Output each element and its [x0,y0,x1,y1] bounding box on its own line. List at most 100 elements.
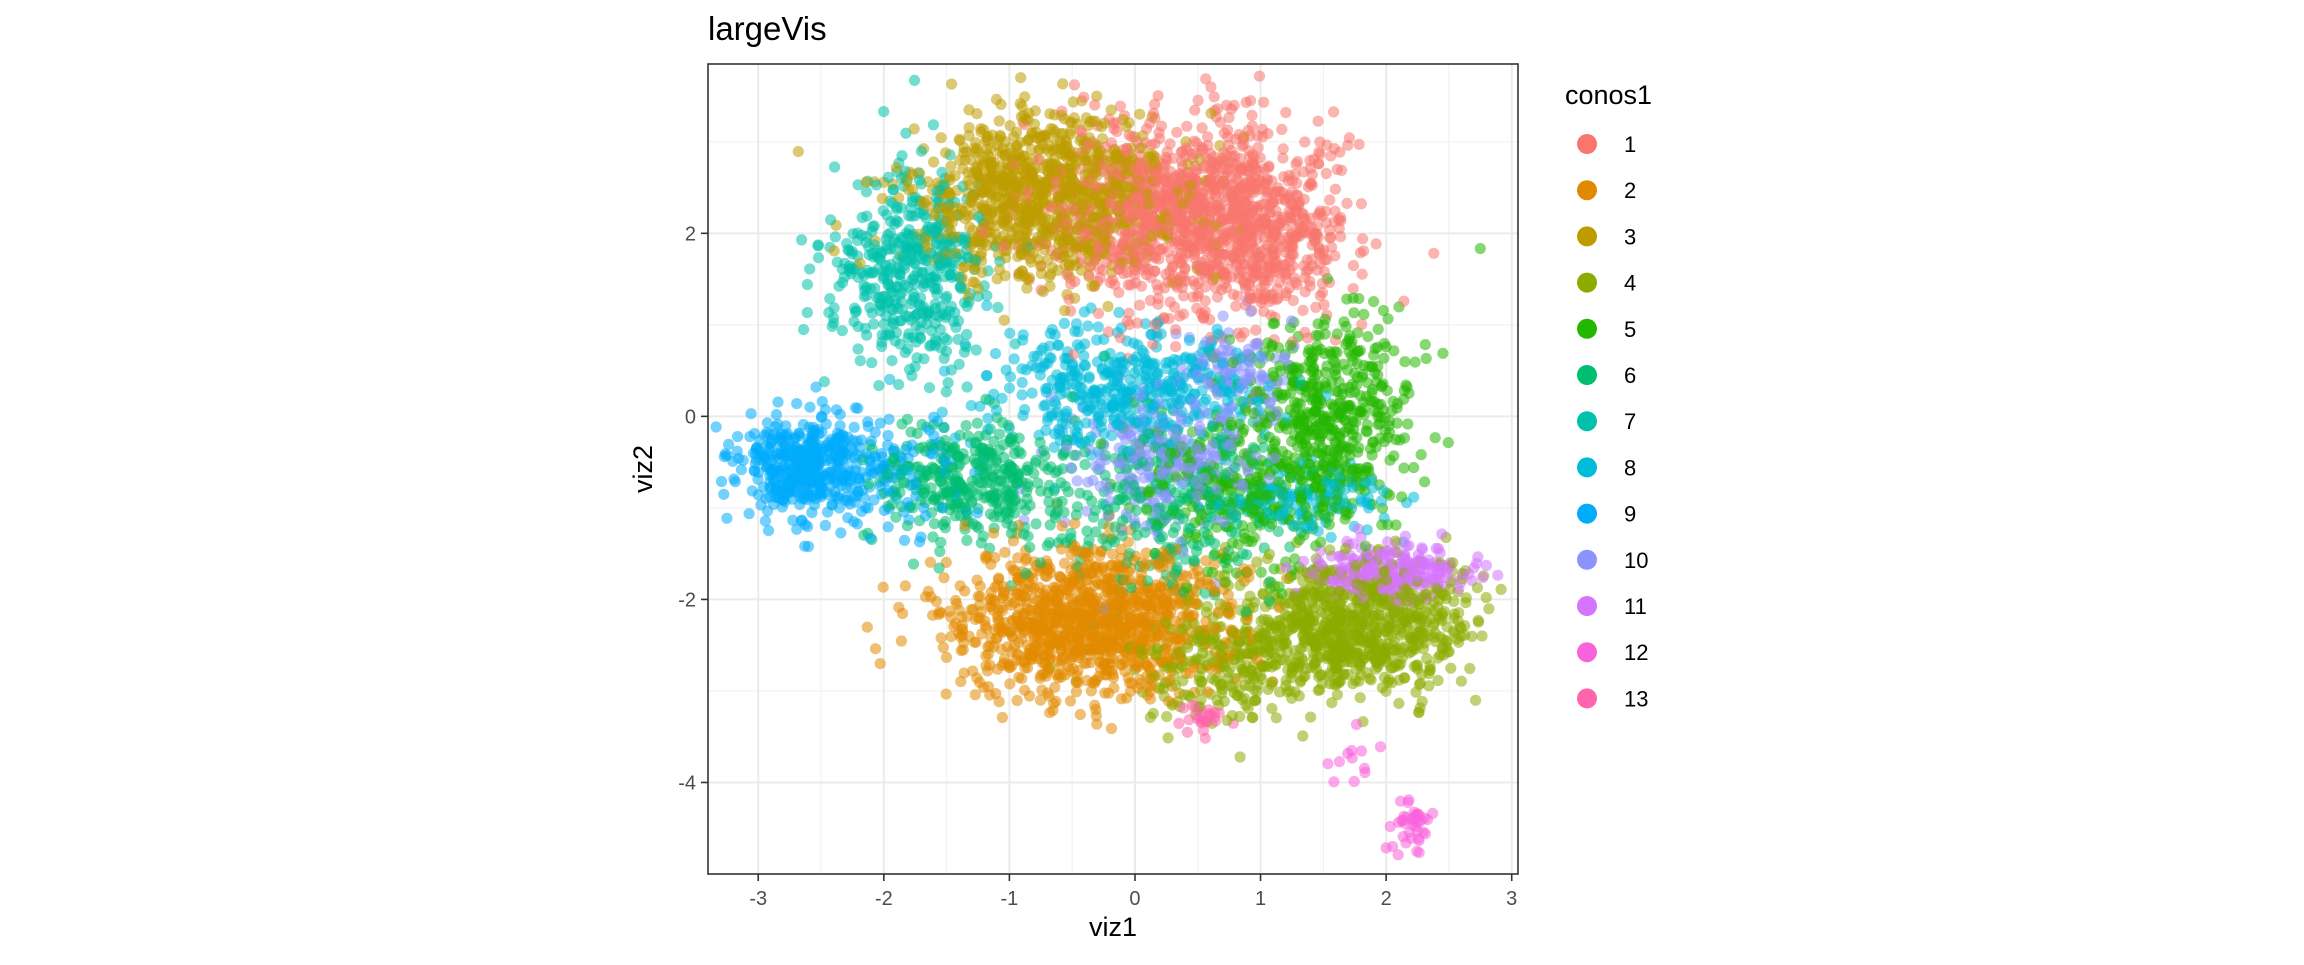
point-cluster-13 [1200,733,1211,744]
point-cluster-1 [1209,91,1220,102]
point-cluster-1 [1428,248,1439,259]
point-cluster-6 [1131,505,1142,516]
point-cluster-10 [1194,425,1205,436]
point-cluster-1 [1219,127,1230,138]
point-cluster-6 [863,478,874,489]
point-cluster-1 [1170,341,1181,352]
point-cluster-1 [1177,146,1188,157]
point-cluster-9 [928,430,939,441]
point-cluster-7 [802,307,813,318]
point-cluster-4 [1449,609,1460,620]
point-cluster-2 [941,652,952,663]
point-cluster-12 [1411,846,1422,857]
point-cluster-6 [902,414,913,425]
point-cluster-5 [1420,339,1431,350]
point-cluster-2 [941,689,952,700]
point-cluster-9 [772,397,783,408]
point-cluster-9 [820,520,831,531]
point-cluster-3 [963,104,974,115]
point-cluster-6 [972,418,983,429]
point-cluster-6 [927,531,938,542]
point-cluster-8 [1079,306,1090,317]
point-cluster-5 [1358,309,1369,320]
point-cluster-8 [1038,342,1049,353]
point-cluster-1 [1300,286,1311,297]
point-cluster-5 [1410,357,1421,368]
point-cluster-5 [1443,437,1454,448]
point-cluster-8 [1113,307,1124,318]
point-cluster-5 [1238,424,1249,435]
point-cluster-4 [1445,663,1456,674]
point-cluster-5 [1402,418,1413,429]
point-cluster-1 [1069,79,1080,90]
point-cluster-4 [1464,663,1475,674]
point-cluster-6 [908,559,919,570]
point-cluster-3 [1057,78,1068,89]
point-cluster-5 [1416,449,1427,460]
point-cluster-11 [1382,536,1393,547]
point-cluster-2 [938,642,949,653]
point-cluster-4 [1145,712,1156,723]
point-cluster-7 [853,321,864,332]
point-cluster-1 [1200,295,1211,306]
point-cluster-1 [1063,294,1074,305]
point-cluster-1 [1246,110,1257,121]
point-cluster-1 [1258,97,1269,108]
point-cluster-8 [981,300,992,311]
point-cluster-7 [876,341,887,352]
point-cluster-4 [1481,592,1492,603]
point-cluster-2 [1056,573,1067,584]
point-cluster-4 [1456,676,1467,687]
point-cluster-8 [1053,340,1064,351]
point-cluster-1 [1313,116,1324,127]
point-cluster-4 [1483,603,1494,614]
point-cluster-7 [896,150,907,161]
point-cluster-6 [1209,538,1220,549]
point-cluster-9 [721,513,732,524]
point-cluster-5 [1382,313,1393,324]
point-cluster-2 [900,580,911,591]
point-cluster-9 [860,502,871,513]
point-cluster-7 [812,240,823,251]
point-cluster-2 [878,582,889,593]
point-cluster-7 [853,343,864,354]
point-cluster-3 [793,146,804,157]
point-cluster-11 [1471,558,1482,569]
point-cluster-1 [1297,305,1308,316]
point-cluster-2 [1094,550,1105,561]
point-cluster-7 [924,382,935,393]
chart-title: largeVis [708,10,827,47]
point-cluster-1 [1171,127,1182,138]
point-cluster-3 [936,132,947,143]
point-cluster-2 [897,608,908,619]
point-cluster-1 [1371,238,1382,249]
point-cluster-7 [866,357,877,368]
point-cluster-8 [1004,383,1015,394]
point-cluster-2 [1071,686,1082,697]
point-cluster-6 [961,535,972,546]
point-cluster-1 [1193,95,1204,106]
point-cluster-7 [886,355,897,366]
point-cluster-1 [1115,332,1126,343]
point-cluster-2 [970,637,981,648]
point-cluster-4 [1472,582,1483,593]
point-cluster-4 [1496,584,1507,595]
point-cluster-2 [980,660,991,671]
point-cluster-8 [1027,388,1038,399]
point-cluster-9 [835,409,846,420]
point-cluster-2 [978,682,989,693]
point-cluster-1 [1357,233,1368,244]
point-cluster-9 [899,535,910,546]
point-cluster-12 [1334,756,1345,767]
point-cluster-3 [994,115,1005,126]
point-cluster-2 [1075,709,1086,720]
point-cluster-1 [1280,107,1291,118]
point-cluster-1 [1324,194,1335,205]
point-cluster-9 [746,408,757,419]
point-cluster-7 [873,380,884,391]
point-cluster-4 [1470,695,1481,706]
point-cluster-9 [835,420,846,431]
point-cluster-5 [1390,519,1401,530]
